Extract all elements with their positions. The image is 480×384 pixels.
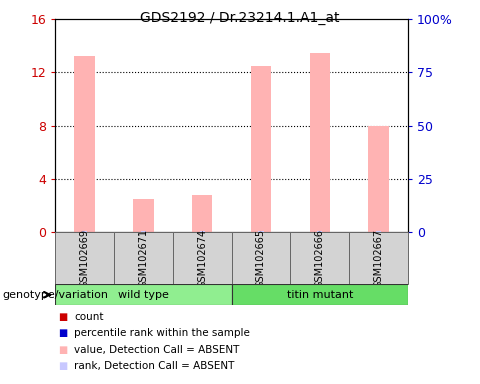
Text: ■: ■	[58, 361, 67, 371]
Bar	[349, 232, 408, 284]
Bar	[368, 126, 389, 232]
Bar	[258, 231, 264, 232]
Bar	[251, 66, 271, 232]
Text: GSM102671: GSM102671	[138, 229, 148, 288]
Text: ■: ■	[58, 345, 67, 355]
Text: percentile rank within the sample: percentile rank within the sample	[74, 328, 250, 338]
Text: genotype/variation: genotype/variation	[2, 290, 108, 300]
Bar	[74, 56, 95, 232]
Text: rank, Detection Call = ABSENT: rank, Detection Call = ABSENT	[74, 361, 235, 371]
Text: GDS2192 / Dr.23214.1.A1_at: GDS2192 / Dr.23214.1.A1_at	[140, 11, 340, 25]
Bar	[317, 231, 323, 232]
Text: wild type: wild type	[118, 290, 169, 300]
Text: ■: ■	[58, 328, 67, 338]
Bar	[290, 232, 349, 284]
Text: GSM102665: GSM102665	[256, 229, 266, 288]
Bar	[231, 232, 290, 284]
Bar	[376, 231, 381, 232]
Bar	[173, 232, 231, 284]
Bar	[192, 195, 213, 232]
Bar	[55, 232, 114, 284]
Bar	[310, 53, 330, 232]
Text: count: count	[74, 312, 104, 322]
Text: titin mutant: titin mutant	[287, 290, 353, 300]
Text: GSM102674: GSM102674	[197, 229, 207, 288]
Bar	[114, 232, 173, 284]
Text: GSM102669: GSM102669	[80, 229, 90, 288]
Text: ■: ■	[58, 312, 67, 322]
Text: GSM102666: GSM102666	[315, 229, 325, 288]
Text: value, Detection Call = ABSENT: value, Detection Call = ABSENT	[74, 345, 240, 355]
Bar	[133, 199, 154, 232]
Bar	[55, 284, 231, 305]
Text: GSM102667: GSM102667	[373, 229, 384, 288]
Bar	[82, 231, 87, 232]
Bar	[231, 284, 408, 305]
